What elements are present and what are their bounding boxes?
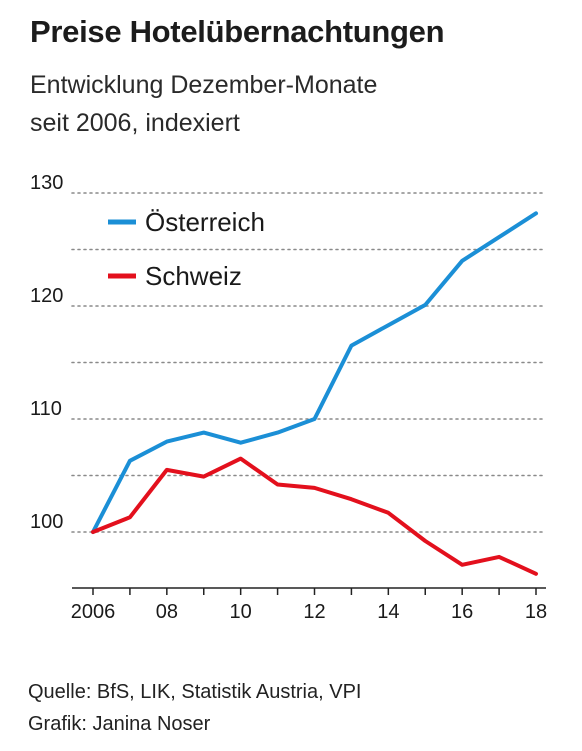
subtitle-line-2: seit 2006, indexiert <box>30 109 240 137</box>
chart-title: Preise Hotelübernachtungen <box>30 14 445 49</box>
y-tick-label: 110 <box>30 398 62 420</box>
chart-subtitle: Entwicklung Dezember-Monate seit 2006, i… <box>30 66 490 142</box>
x-tick-label: 14 <box>377 601 399 623</box>
x-tick-label: 2006 <box>71 601 116 623</box>
x-tick-label: 08 <box>156 601 178 623</box>
x-tick-label: 10 <box>230 601 252 623</box>
credit-note: Grafik: Janina Noser <box>28 713 211 735</box>
source-note: Quelle: BfS, LIK, Statistik Austria, VPI <box>28 681 362 703</box>
subtitle-line-1: Entwicklung Dezember-Monate <box>30 71 378 99</box>
y-tick-label: 120 <box>30 285 63 307</box>
legend-label: Österreich <box>145 207 265 237</box>
y-tick-label: 130 <box>30 172 63 194</box>
y-tick-label: 100 <box>30 511 63 533</box>
chart-footer: Quelle: BfS, LIK, Statistik Austria, VPI… <box>28 676 361 740</box>
x-tick-label: 16 <box>451 601 473 623</box>
series-line-schweiz <box>91 456 538 576</box>
x-tick-label: 12 <box>303 601 325 623</box>
series-line-oesterreich <box>91 211 538 534</box>
legend-label: Schweiz <box>145 261 242 291</box>
x-tick-label: 18 <box>525 601 547 623</box>
